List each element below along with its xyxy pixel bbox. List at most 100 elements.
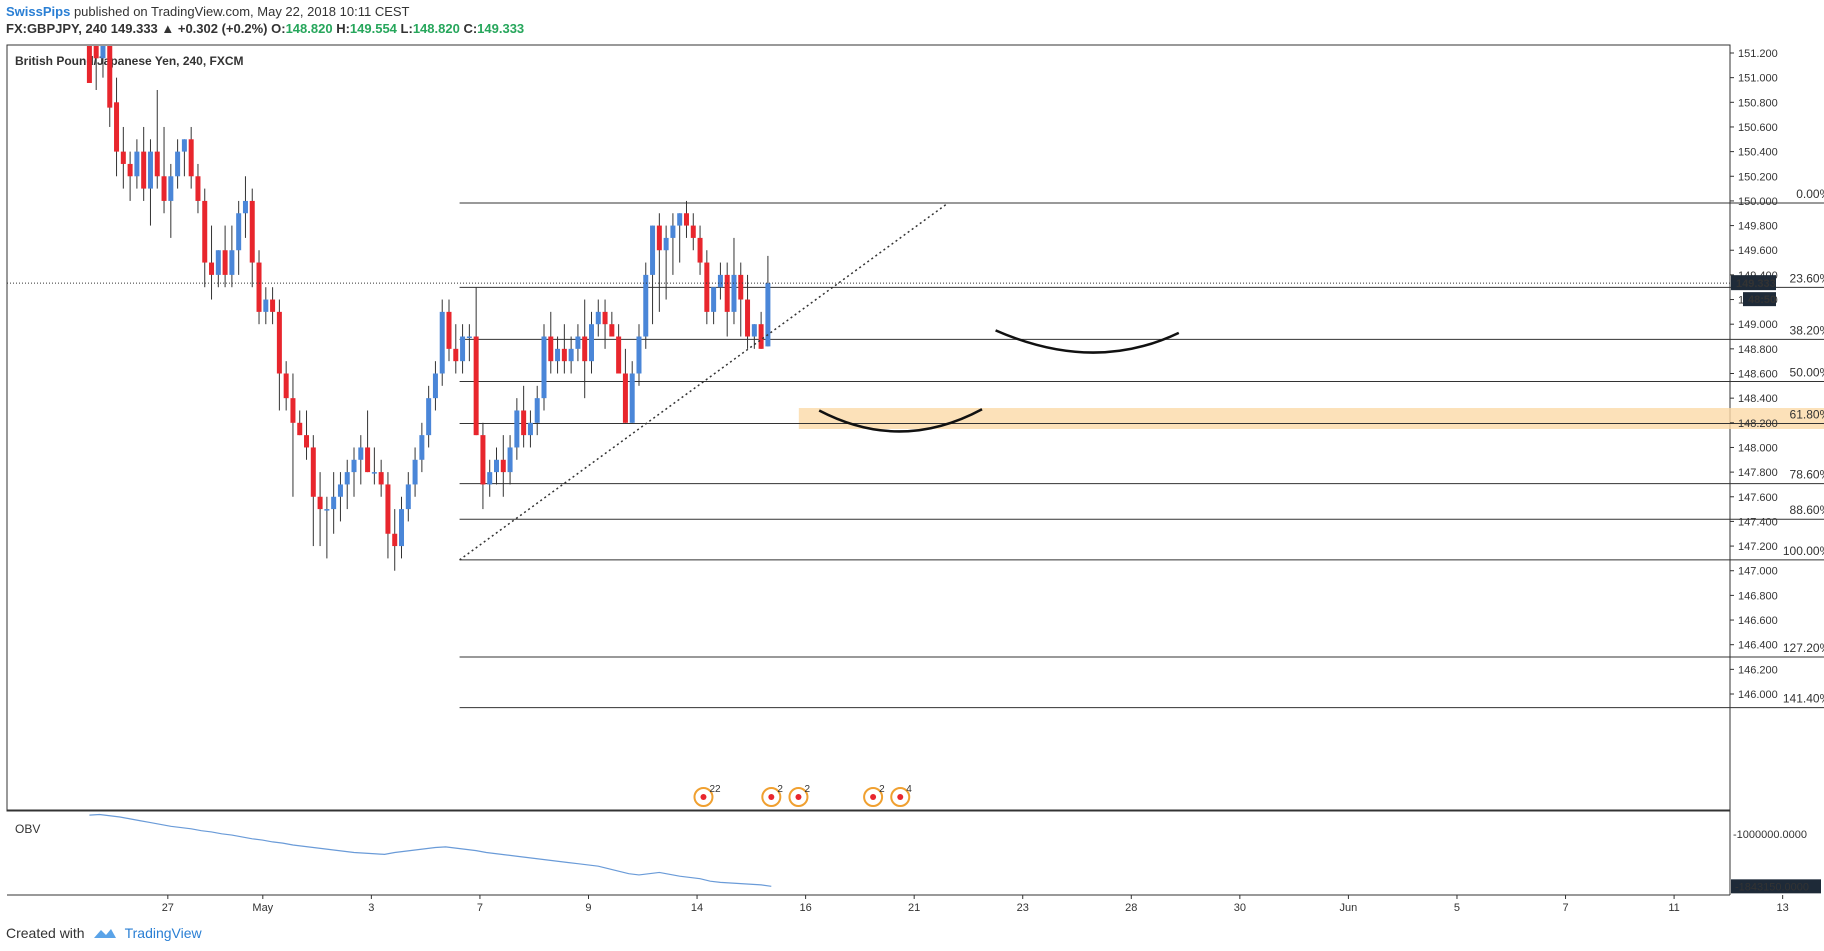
candle-body [168,176,174,201]
price-tick-label: 149.000 [1738,319,1778,331]
candle-body [602,311,608,325]
candle-body [114,102,120,152]
high-label: H: [336,21,350,36]
fib-level-label: 88.60%(147.418) [1790,503,1824,517]
candle-body [745,299,751,337]
candle-body [663,237,669,251]
candle-body [683,213,689,226]
time-tick-label: 7 [477,902,483,914]
candle-body [242,200,248,214]
price-tick-label: 149.600 [1738,245,1778,257]
candle-body [643,274,649,337]
price-tick-label: 150.200 [1738,171,1778,183]
event-count: 2 [804,784,810,795]
fib-level-label: 23.60%(149.299) [1790,271,1824,285]
candle-body [636,336,642,374]
event-dot [700,794,707,800]
footer: Created with TradingView [6,925,202,941]
time-tick-label: 7 [1562,902,1568,914]
candle-body [175,151,181,177]
price-tick-label: 147.000 [1738,566,1778,578]
time-axis: 27 May 3 7 9 14 16 21 23 28 30 Jun 5 7 11 13 [162,895,1789,914]
countdown-tag [1743,292,1776,307]
candle-body [154,151,160,177]
fib-retracement[interactable]: 0.00%(149.983) 23.60%(149.299) 38.20%(148.… [459,187,1824,709]
candles [86,46,771,571]
event-dot [795,794,802,800]
event-count: 2 [777,784,783,795]
open-value: 148.820 [285,21,333,36]
candle-body [134,151,140,177]
publish-text: published on TradingView.com, May 22, 20… [73,4,410,19]
price-tick-label: 147.400 [1738,516,1778,528]
candle-body [107,46,113,108]
candle-body [568,348,574,362]
candle-body [616,336,622,374]
candle-body [283,373,289,399]
author-link[interactable]: SwissPips [6,4,71,19]
event-markers[interactable]: 22 2 2 2 4 [693,784,912,807]
time-tick-label: 23 [1017,902,1029,914]
tradingview-logo-icon [93,929,116,938]
time-tick-label: Jun [1340,902,1358,914]
fib-zone [798,408,1824,429]
low-value: 148.820 [412,21,460,36]
candle-body [432,373,438,399]
candle-body [378,472,384,485]
candle-body [534,398,540,423]
candle-body [765,283,771,347]
candle-body [622,373,628,423]
candle-body [731,274,737,312]
candle-body [86,46,92,83]
event-count: 22 [709,784,721,795]
candle-body [439,311,445,374]
price-tick-label: 147.800 [1738,467,1778,479]
countdown-text: 48:50 [1748,294,1776,306]
obv-value-tag [1731,879,1821,894]
price-axis: 151.200 151.000 150.800 150.600 150.400 150.2… [1730,48,1778,701]
candle-body [609,324,615,337]
event-count: 4 [906,784,912,795]
obv-value-text: -1843150.0000 [1735,881,1809,893]
fib-level-label: 50.00%(148.535) [1790,366,1824,380]
fib-level-label: 38.20%(148.877) [1790,323,1824,337]
candle-body [371,472,377,474]
current-price-tag [1731,275,1776,291]
trend-line[interactable] [459,202,949,561]
candle-body [229,250,235,275]
candle-body [209,262,215,275]
current-price-text: 149.333 [1736,278,1776,290]
candle-body [548,336,554,362]
price-tick-label: 150.000 [1738,196,1778,208]
obv-label: OBV [15,822,40,836]
candle-body [751,324,757,337]
low-label: L: [400,21,413,36]
candle-body [588,324,594,362]
price-tick-label: 146.200 [1738,664,1778,676]
candle-body [494,459,499,473]
time-tick-label: May [252,902,273,914]
price-tick-label: 148.000 [1738,442,1778,454]
candle-body [480,435,486,485]
tradingview-brand[interactable]: TradingView [124,925,202,941]
candle-body [399,509,405,547]
fib-level-label: 61.80%(148.194) [1790,408,1824,422]
candle-body [758,324,764,349]
candle-body [582,336,588,362]
candle-body [304,435,310,448]
candle-body [738,274,744,300]
price-tick-label: 146.000 [1738,689,1778,701]
arc-drawings[interactable] [818,329,1180,433]
time-tick-label: 3 [368,902,374,914]
candle-body [358,447,364,460]
price-tick-label: 151.000 [1738,73,1778,85]
candle-body [337,484,343,497]
candle-body [527,422,533,436]
price-tick-label: 146.800 [1738,590,1778,602]
arc-curve [995,329,1180,354]
candle-body [500,459,506,473]
candle-body [249,200,255,263]
candle-body [473,336,479,436]
time-tick-label: 11 [1668,902,1679,914]
